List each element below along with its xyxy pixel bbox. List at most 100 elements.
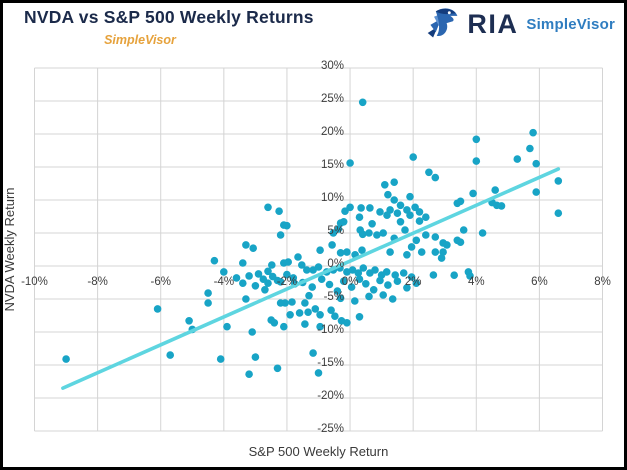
data-point — [343, 248, 351, 256]
data-point — [403, 284, 411, 292]
data-point — [368, 220, 376, 228]
data-point — [305, 291, 313, 300]
data-point — [357, 204, 365, 212]
logo-brand-text: RIA — [467, 8, 519, 39]
x-tick-label: -6% — [150, 276, 170, 288]
data-point — [431, 248, 440, 256]
data-point — [472, 135, 481, 144]
data-point — [376, 208, 384, 216]
data-point — [415, 208, 424, 216]
data-point — [412, 236, 421, 245]
data-point — [204, 289, 212, 297]
data-point — [280, 322, 288, 331]
data-point — [273, 364, 282, 373]
data-point — [366, 204, 374, 212]
y-tick-label: -20% — [317, 390, 344, 402]
data-point — [450, 271, 459, 280]
x-axis-title: S&P 500 Weekly Return — [249, 444, 389, 459]
ria-eagle-icon — [428, 8, 458, 38]
data-point — [264, 203, 272, 212]
data-point — [422, 231, 430, 239]
y-tick-label: 25% — [321, 93, 344, 105]
data-point — [185, 317, 193, 325]
x-tick-label: -8% — [87, 276, 107, 288]
data-point — [248, 328, 256, 336]
data-point — [513, 155, 522, 163]
y-axis-title: NVDA Weekly Return — [2, 187, 17, 311]
data-point — [343, 319, 351, 327]
data-point — [336, 294, 345, 303]
data-point — [532, 188, 540, 196]
data-point — [373, 231, 381, 239]
data-point — [429, 271, 438, 279]
data-point — [354, 269, 363, 277]
data-point — [347, 283, 356, 291]
data-point — [336, 219, 345, 227]
data-point — [415, 217, 424, 225]
data-point — [270, 319, 279, 327]
data-point — [384, 190, 392, 199]
data-point — [223, 322, 231, 331]
data-point — [407, 243, 416, 251]
data-point — [381, 181, 389, 189]
data-point — [309, 349, 317, 357]
data-point — [153, 305, 162, 313]
y-tick-label: -25% — [317, 423, 344, 435]
data-point — [339, 277, 348, 286]
data-point — [379, 229, 388, 237]
data-point — [275, 207, 283, 215]
data-point — [242, 241, 250, 249]
data-point — [294, 253, 302, 261]
data-point — [314, 263, 323, 271]
x-tick-label: -2% — [277, 276, 297, 288]
data-point — [210, 256, 219, 265]
y-tick-label: 30% — [321, 60, 344, 72]
data-point — [239, 259, 247, 267]
data-point — [412, 279, 421, 288]
data-point — [204, 299, 212, 307]
data-point — [390, 178, 399, 186]
data-point — [456, 197, 465, 206]
data-point — [351, 297, 359, 305]
data-point — [327, 306, 335, 315]
data-point — [317, 275, 326, 284]
data-point — [407, 273, 416, 281]
data-point — [264, 279, 272, 288]
y-tick-label: 10% — [321, 192, 344, 204]
data-point — [409, 153, 418, 161]
x-tick-label: 8% — [594, 276, 611, 288]
data-point — [466, 272, 474, 280]
data-point — [276, 231, 285, 239]
data-point — [216, 355, 225, 363]
data-point — [393, 277, 402, 286]
data-point — [355, 275, 364, 284]
data-point — [390, 196, 399, 204]
data-point — [331, 312, 339, 321]
data-point — [273, 276, 282, 285]
data-point — [314, 369, 323, 377]
data-point — [166, 351, 174, 359]
data-point — [358, 246, 366, 254]
data-point — [403, 251, 411, 259]
data-point — [286, 311, 294, 319]
data-point — [261, 286, 269, 294]
data-point — [406, 192, 414, 201]
data-point — [371, 266, 379, 274]
data-point — [336, 249, 345, 257]
data-point — [388, 295, 397, 303]
data-point — [242, 295, 250, 303]
data-point — [348, 266, 357, 274]
data-point — [346, 159, 354, 167]
data-point — [358, 230, 367, 239]
x-tick-label: 6% — [531, 276, 548, 288]
data-point — [295, 309, 304, 317]
data-point — [529, 128, 537, 137]
y-tick-label: 0% — [327, 258, 344, 270]
data-point — [298, 261, 306, 269]
y-tick-label: 15% — [321, 159, 344, 171]
data-point — [232, 274, 241, 282]
data-point — [325, 280, 334, 289]
data-point — [439, 239, 447, 247]
